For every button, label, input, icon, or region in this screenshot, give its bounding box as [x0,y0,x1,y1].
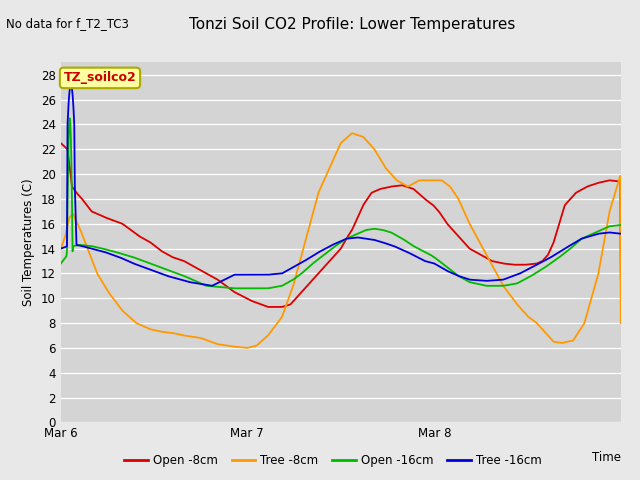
Text: TZ_soilco2: TZ_soilco2 [63,72,136,84]
Text: Tonzi Soil CO2 Profile: Lower Temperatures: Tonzi Soil CO2 Profile: Lower Temperatur… [189,17,515,32]
Text: Time: Time [592,451,621,464]
Legend: Open -8cm, Tree -8cm, Open -16cm, Tree -16cm: Open -8cm, Tree -8cm, Open -16cm, Tree -… [120,449,546,472]
Y-axis label: Soil Temperatures (C): Soil Temperatures (C) [22,179,35,306]
Text: No data for f_T2_TC3: No data for f_T2_TC3 [6,17,129,30]
